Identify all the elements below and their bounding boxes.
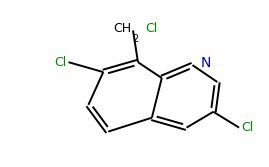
Text: 2: 2 <box>132 34 138 44</box>
Text: N: N <box>200 56 211 70</box>
Text: Cl: Cl <box>241 121 253 134</box>
Text: Cl: Cl <box>145 22 157 35</box>
Text: CH: CH <box>113 22 131 35</box>
Text: Cl: Cl <box>54 56 66 69</box>
